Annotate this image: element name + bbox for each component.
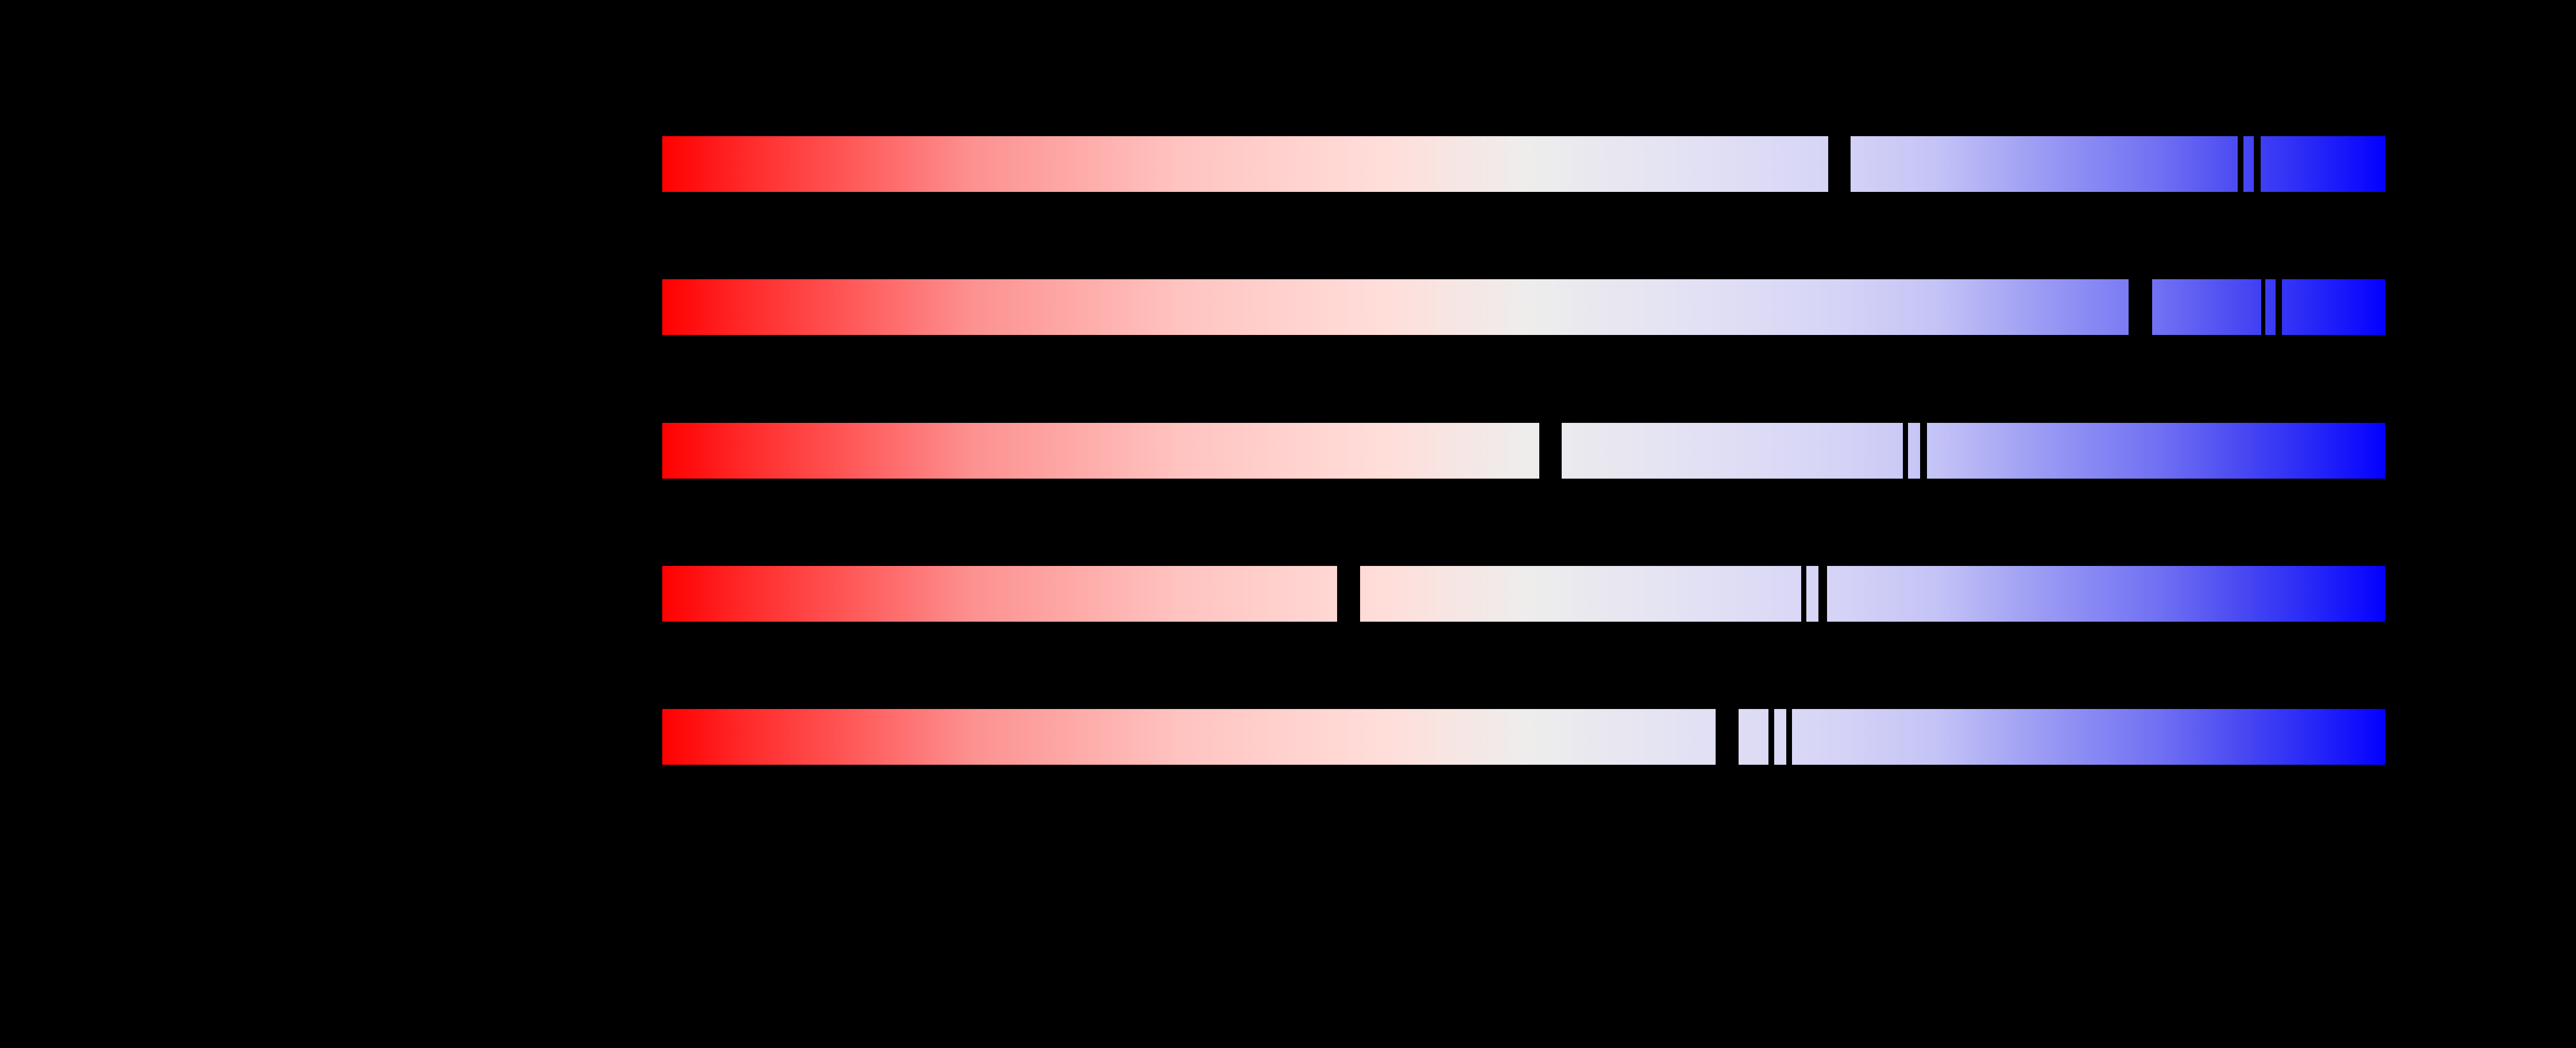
thin-marker-1 <box>1903 423 1908 479</box>
thick-marker <box>1715 709 1739 765</box>
thin-marker-2 <box>2275 279 2282 335</box>
thin-marker-1 <box>2237 136 2244 192</box>
thin-marker-2 <box>1920 423 1927 479</box>
thin-marker-2 <box>2254 136 2261 192</box>
gradient-bar-2 <box>662 279 2385 335</box>
thin-marker-1 <box>2261 279 2265 335</box>
thick-marker <box>1539 423 1562 479</box>
thin-marker-2 <box>1786 709 1793 765</box>
thick-marker <box>1337 566 1360 622</box>
thin-marker-1 <box>1801 566 1806 622</box>
thick-marker <box>2129 279 2153 335</box>
gradient-bar-3 <box>662 423 2385 479</box>
gradient-bar-1 <box>662 136 2385 192</box>
gradient-bar-5 <box>662 709 2385 765</box>
thin-marker-1 <box>1768 709 1774 765</box>
thin-marker-2 <box>1818 566 1827 622</box>
thick-marker <box>1828 136 1851 192</box>
gradient-bar-4 <box>662 566 2385 622</box>
